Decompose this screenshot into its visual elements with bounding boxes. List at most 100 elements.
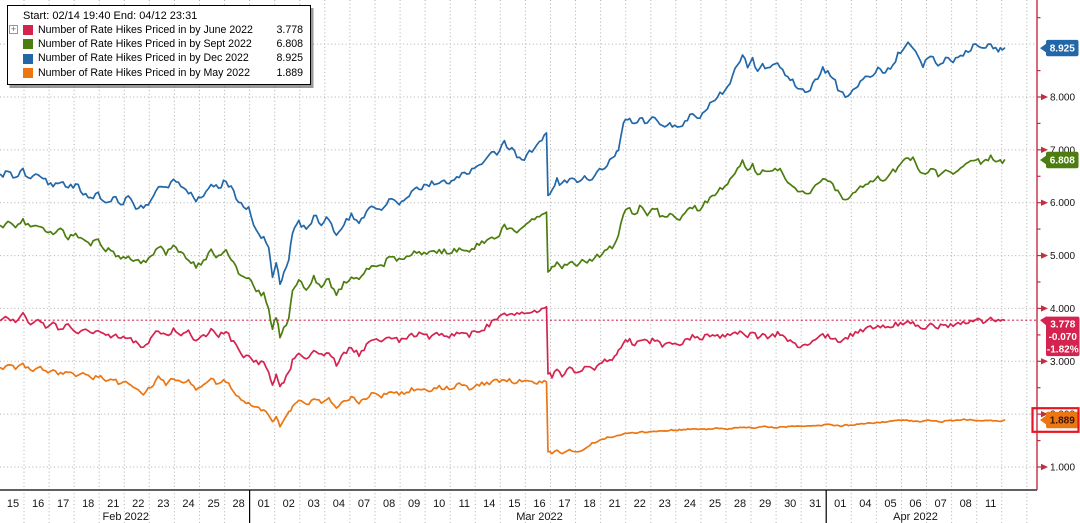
x-tick-label: 01 (834, 498, 846, 510)
x-tick-label: 16 (533, 498, 545, 510)
grid-layer (0, 0, 1037, 523)
x-tick-label: 17 (558, 498, 570, 510)
x-tick-label: 22 (132, 498, 144, 510)
legend-items: + Number of Rate Hikes Priced in by June … (9, 23, 303, 80)
legend-box: Start: 02/14 19:40 End: 04/12 23:31 + Num… (7, 5, 311, 85)
month-label: Feb 2022 (103, 511, 149, 523)
x-tick-label: 08 (383, 498, 395, 510)
x-tick-label: 25 (207, 498, 219, 510)
legend-item-value: 6.808 (276, 38, 303, 51)
legend-item-value: 1.889 (276, 66, 303, 79)
x-tick-label: 22 (634, 498, 646, 510)
legend-item-value: 3.778 (276, 24, 303, 36)
badge-tip (1040, 155, 1047, 166)
y-tick-arrow-icon (1041, 463, 1048, 471)
y-tick-label: 5.000 (1050, 251, 1075, 262)
x-tick-label: 21 (609, 498, 621, 510)
x-tick-label: 05 (884, 498, 896, 510)
axis-badge-june-2022: 3.778-0.070-1.82% (1040, 316, 1080, 357)
badge-text: 1.889 (1050, 416, 1075, 427)
badge-shape (1046, 316, 1080, 357)
x-tick-label: 10 (433, 498, 445, 510)
x-tick-label: 25 (709, 498, 721, 510)
legend-item-label: Number of Rate Hikes Priced in by Sept 2… (38, 38, 252, 51)
y-tick-label: 8.000 (1050, 93, 1075, 104)
y-tick-label: 4.000 (1050, 304, 1075, 315)
badge-text: -1.82% (1047, 344, 1079, 355)
legend-swatch-icon (23, 39, 33, 50)
series-line-june-2022 (0, 305, 1006, 388)
x-tick-label: 14 (483, 498, 495, 510)
legend-item-label: Number of Rate Hikes Priced in by Dec 20… (38, 52, 249, 65)
time-range-label: Start: 02/14 19:40 End: 04/12 23:31 (23, 10, 198, 22)
month-label: Apr 2022 (893, 511, 938, 523)
y-tick-arrow-icon (1041, 252, 1048, 259)
badge-shape (1046, 39, 1079, 57)
x-tick-label: 29 (759, 498, 771, 510)
legend-item-value: 8.925 (276, 52, 303, 65)
series-line-may-2022 (0, 362, 1006, 455)
x-tick-label: 28 (232, 498, 244, 510)
legend-item-label: Number of Rate Hikes Priced in by June 2… (38, 24, 253, 36)
x-tick-label: 17 (57, 498, 69, 510)
legend-item-june-2022[interactable]: + Number of Rate Hikes Priced in by June … (9, 23, 303, 37)
x-tick-label: 15 (7, 498, 19, 510)
badge-tip (1040, 316, 1047, 327)
badge-tip (1040, 415, 1047, 426)
legend-item-label: Number of Rate Hikes Priced in by May 20… (38, 66, 250, 79)
x-tick-label: 01 (258, 498, 270, 510)
x-tick-label: 07 (358, 498, 370, 510)
y-tick-label: 6.000 (1050, 198, 1075, 209)
badge-text: 6.808 (1050, 156, 1075, 167)
y-tick-arrow-icon (1041, 146, 1048, 154)
x-tick-label: 18 (583, 498, 595, 510)
badge-shape (1046, 151, 1079, 169)
x-tick-label: 03 (308, 498, 320, 510)
y-tick-arrow-icon (1041, 93, 1048, 101)
badge-text: -0.070 (1049, 332, 1078, 343)
badge-tip (1040, 43, 1047, 54)
month-label: Mar 2022 (516, 511, 562, 523)
badge-shape (1046, 411, 1079, 429)
legend-item-may-2022[interactable]: Number of Rate Hikes Priced in by May 20… (23, 66, 303, 80)
legend-swatch-icon (23, 53, 33, 64)
x-tick-label: 18 (82, 498, 94, 510)
x-tick-label: 24 (684, 498, 696, 510)
series-line-sept-2022 (0, 154, 1006, 339)
y-tick-label: 3.000 (1050, 357, 1075, 368)
y-tick-arrow-icon (1041, 358, 1048, 365)
axis-badge-sept-2022: 6.808 (1040, 151, 1079, 169)
x-tick-label: 30 (784, 498, 796, 510)
legend-item-dec-2022[interactable]: Number of Rate Hikes Priced in by Dec 20… (23, 51, 303, 65)
series-layer (0, 41, 1006, 455)
x-tick-label: 23 (659, 498, 671, 510)
x-tick-label: 09 (408, 498, 420, 510)
badge-layer: 8.925 6.808 3.778-0.070-1.82% 1.889 (1031, 39, 1080, 433)
x-tick-label: 11 (459, 498, 470, 510)
expand-icon[interactable]: + (9, 24, 18, 34)
x-tick-label: 02 (283, 498, 295, 510)
axis-badge-may-2022: 1.889 (1031, 407, 1080, 433)
y-tick-label: 1.000 (1050, 463, 1075, 474)
x-tick-label: 08 (960, 498, 972, 510)
x-tick-label: 11 (985, 498, 996, 510)
y-tick-label: 7.000 (1050, 145, 1075, 156)
axis-badge-dec-2022: 8.925 (1040, 39, 1079, 57)
x-tick-label: 23 (157, 498, 169, 510)
legend-swatch-icon (23, 25, 33, 36)
x-tick-label: 24 (182, 498, 194, 510)
x-tick-label: 16 (32, 498, 44, 510)
x-tick-label: 21 (107, 498, 119, 510)
x-tick-label: 04 (859, 498, 871, 510)
x-tick-label: 06 (909, 498, 921, 510)
x-tick-label: 15 (508, 498, 520, 510)
y-tick-arrow-icon (1041, 305, 1048, 312)
x-tick-label: 07 (934, 498, 946, 510)
y-tick-arrow-icon (1041, 199, 1048, 206)
legend-swatch-icon (23, 67, 33, 78)
legend-item-sept-2022[interactable]: Number of Rate Hikes Priced in by Sept 2… (23, 37, 303, 51)
badge-text: 3.778 (1050, 320, 1075, 331)
